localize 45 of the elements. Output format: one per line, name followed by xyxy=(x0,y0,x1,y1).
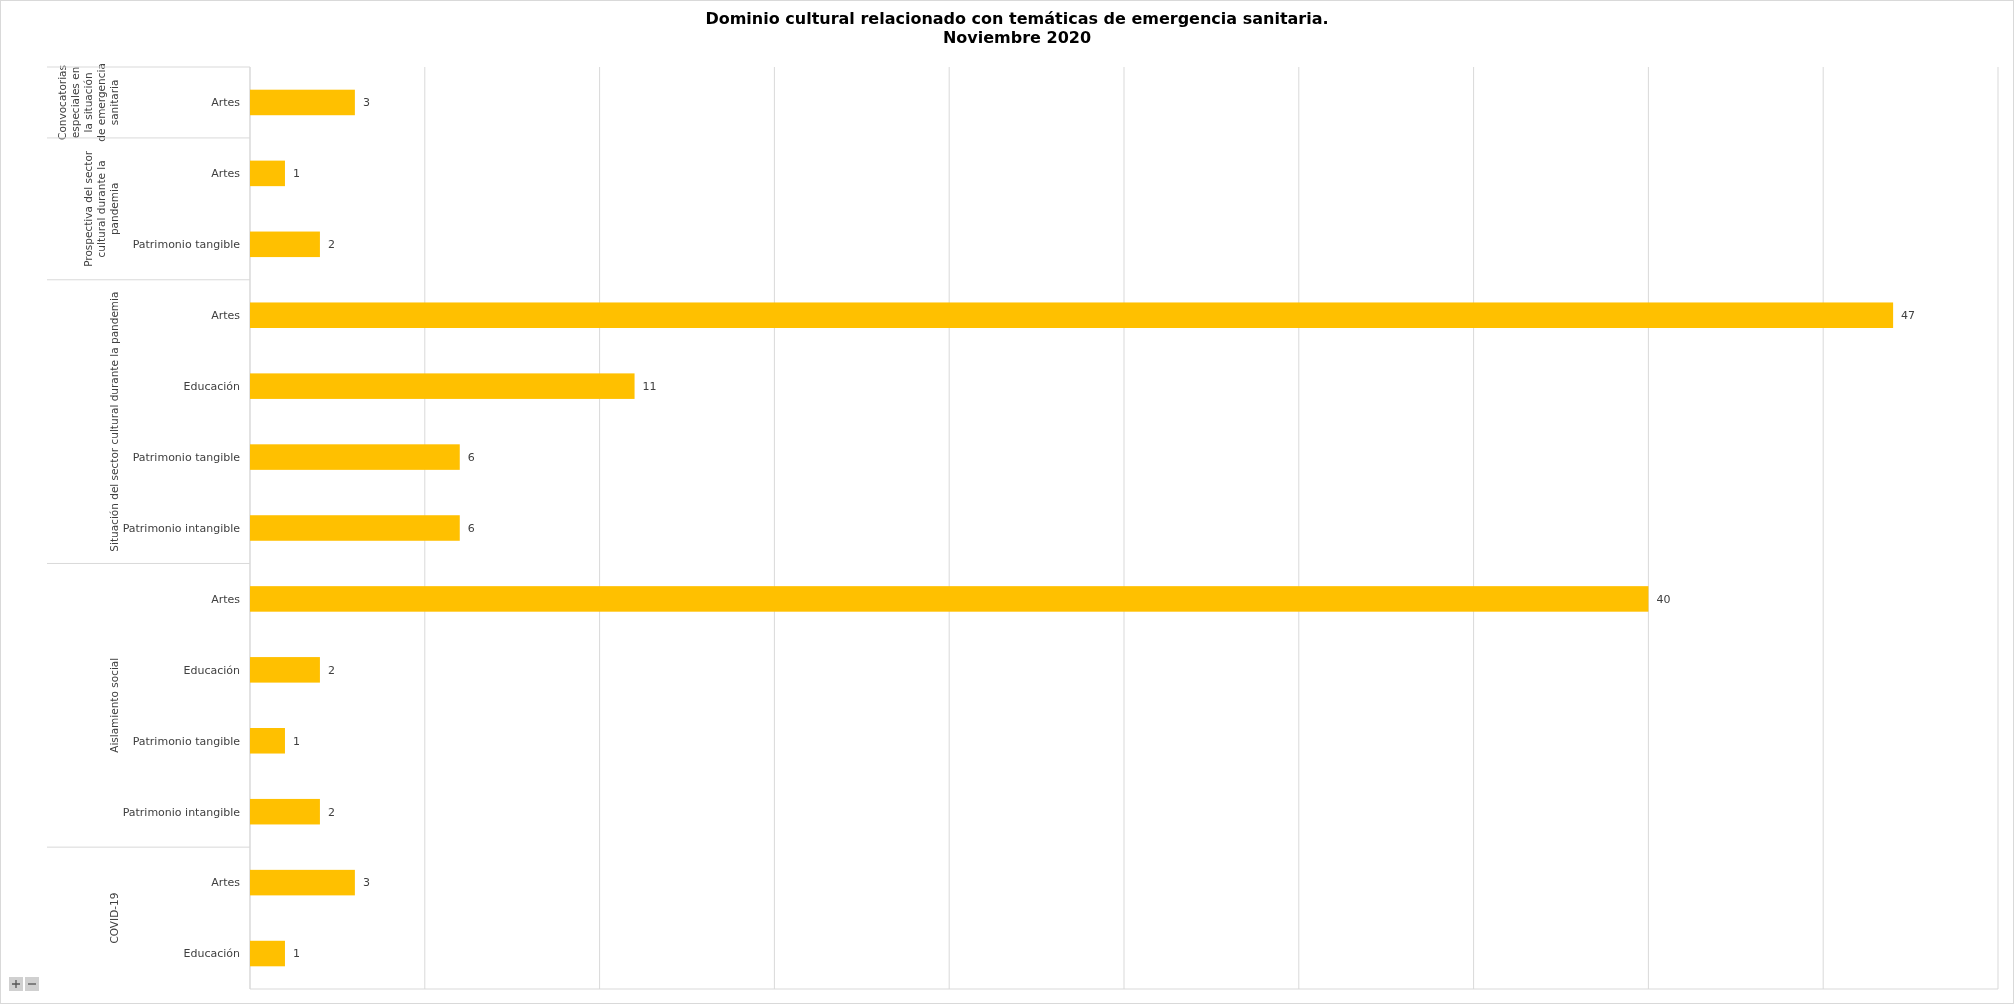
bar xyxy=(250,657,320,683)
bar xyxy=(250,515,460,541)
data-label: 6 xyxy=(467,521,475,535)
text: Convocatorias especiales en la situación de emergencia sanitaria xyxy=(56,63,120,142)
data-label: 2 xyxy=(327,238,335,252)
y-tick-label: Artes xyxy=(211,876,241,890)
bar xyxy=(250,798,320,825)
data-label: 3 xyxy=(362,876,370,890)
data-label: 2 xyxy=(327,805,335,819)
bar xyxy=(250,89,355,116)
y-tick-label: Artes xyxy=(211,96,241,110)
data-label: 47 xyxy=(1901,309,1916,323)
text: COVID-19 xyxy=(108,892,120,944)
data-label: 6 xyxy=(467,450,475,464)
bar xyxy=(250,373,635,399)
bar xyxy=(250,444,460,470)
bar xyxy=(250,728,285,754)
y-tick-label: Artes xyxy=(211,167,241,181)
y-tick-label: Patrimonio intangible xyxy=(122,521,241,535)
bar xyxy=(250,869,355,896)
data-label: 1 xyxy=(292,734,300,748)
y-tick-label: Patrimonio intangible xyxy=(122,805,241,819)
bar xyxy=(250,940,285,967)
y-tick-label: Educación xyxy=(183,380,241,393)
text: Situación del sector cultural durante la pandemia xyxy=(108,291,120,552)
y-tick-label: Artes xyxy=(211,309,241,323)
y-tick-label: Educación xyxy=(183,663,241,677)
text: Prospectiva del sector cultural durante la pandemia xyxy=(82,150,120,267)
data-label: 40 xyxy=(1656,592,1671,606)
data-label: 1 xyxy=(292,167,300,181)
data-label: 11 xyxy=(642,380,657,393)
y-tick-label: Patrimonio tangible xyxy=(132,450,241,464)
bar xyxy=(250,160,285,187)
y-tick-label: Artes xyxy=(211,592,241,606)
bar xyxy=(250,302,1894,328)
chart-title: Dominio cultural relacionado con temáticas de emergencia sanitaria. Noviembre 2020 xyxy=(705,9,1329,47)
bar xyxy=(250,586,1649,612)
y-tick-label: Patrimonio tangible xyxy=(132,734,241,748)
bar xyxy=(250,231,320,258)
text: Aislamiento social xyxy=(108,657,120,753)
data-label: 1 xyxy=(292,947,300,961)
y-tick-label: Educación xyxy=(183,947,241,961)
data-label: 3 xyxy=(362,96,370,110)
y-tick-label: Patrimonio tangible xyxy=(132,238,241,252)
data-label: 2 xyxy=(327,663,335,677)
